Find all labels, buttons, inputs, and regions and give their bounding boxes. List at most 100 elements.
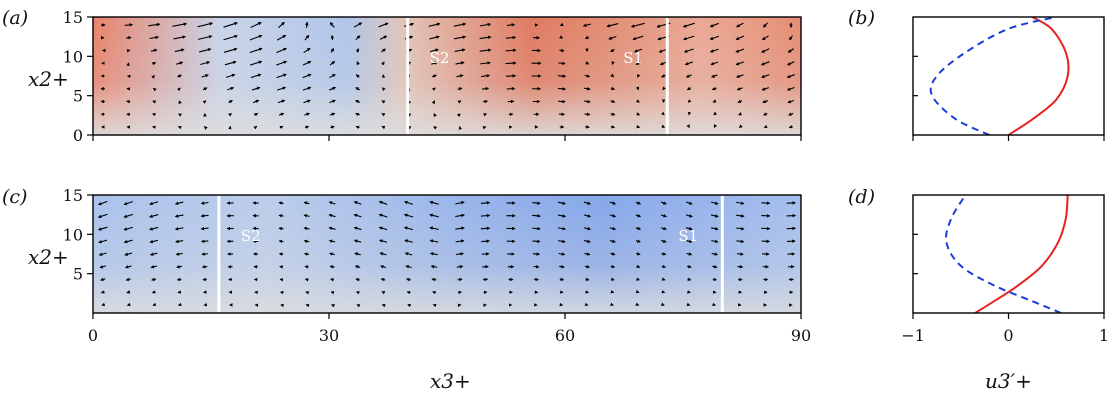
vector-arrow xyxy=(149,214,159,218)
vector-arrow xyxy=(381,61,385,66)
vector-arrow xyxy=(735,35,745,40)
vector-arrow xyxy=(789,35,793,41)
vector-arrow xyxy=(686,252,693,256)
vector-arrow xyxy=(202,100,207,104)
vector-arrow xyxy=(710,201,719,205)
vector-arrow xyxy=(661,74,666,78)
vector-arrow xyxy=(276,73,287,79)
vector-arrow xyxy=(660,111,665,116)
vector-arrow xyxy=(661,124,666,128)
vector-arrow xyxy=(635,226,642,231)
vector-arrow xyxy=(455,61,465,65)
vector-arrow xyxy=(276,34,287,41)
vector-arrow xyxy=(709,35,720,40)
vector-arrow xyxy=(609,201,617,205)
vector-arrow xyxy=(330,47,335,53)
vector-arrow xyxy=(354,100,361,104)
vector-arrow xyxy=(330,291,335,295)
vector-arrow xyxy=(456,264,464,269)
vector-arrow xyxy=(456,252,465,256)
vector-arrow xyxy=(126,49,131,53)
vector-arrow xyxy=(481,239,490,243)
vector-arrow xyxy=(431,61,438,65)
y-tick-label: 0 xyxy=(73,126,83,145)
vector-arrow xyxy=(152,87,157,92)
vector-arrow xyxy=(479,48,492,52)
vector-arrow xyxy=(738,112,743,116)
vectors-a xyxy=(100,21,795,130)
vector-arrow xyxy=(632,35,644,41)
vector-arrow xyxy=(686,239,693,243)
vector-arrow xyxy=(633,48,642,53)
vector-arrow xyxy=(355,125,360,130)
vector-arrow xyxy=(407,303,412,308)
vector-arrow xyxy=(712,277,718,282)
vector-arrow xyxy=(249,47,263,54)
vector-arrow xyxy=(786,74,795,79)
panel-tag-b: (b) xyxy=(848,7,875,29)
ylabel-c-text: x2+ xyxy=(28,245,69,269)
vector-arrow xyxy=(636,252,641,256)
vector-arrow xyxy=(353,201,362,205)
vector-arrow xyxy=(404,252,413,256)
vector-arrow xyxy=(201,74,209,78)
vector-arrow xyxy=(302,86,312,91)
vector-arrow xyxy=(149,226,159,231)
vector-arrow xyxy=(405,265,412,269)
vector-arrow xyxy=(610,252,616,256)
vector-arrow xyxy=(151,74,155,79)
vector-arrow xyxy=(787,99,795,104)
vector-arrow xyxy=(662,86,666,91)
vector-arrow xyxy=(353,226,362,231)
vector-arrow xyxy=(304,125,310,130)
vector-arrow xyxy=(250,73,262,79)
vector-arrow xyxy=(124,265,132,269)
vector-arrow xyxy=(610,290,615,294)
vector-arrow xyxy=(505,48,517,53)
vector-arrow xyxy=(177,74,182,78)
vector-arrow xyxy=(403,213,414,218)
vector-arrow xyxy=(381,125,386,130)
vector-arrow xyxy=(686,124,690,129)
panel-tag-c: (c) xyxy=(2,186,27,208)
profile-x-tick-label: −1 xyxy=(901,326,925,345)
vector-arrow xyxy=(381,291,386,295)
vector-arrow xyxy=(763,22,768,28)
vector-arrow xyxy=(152,62,157,66)
vector-arrow xyxy=(278,214,284,218)
vector-arrow xyxy=(685,201,693,205)
vector-arrow xyxy=(429,200,439,205)
vector-arrow xyxy=(559,35,564,39)
vector-arrow xyxy=(557,87,567,91)
field-a-wall xyxy=(93,17,801,135)
vector-arrow xyxy=(149,201,159,206)
vector-arrow xyxy=(328,226,336,231)
vector-arrow xyxy=(428,22,441,27)
vector-arrow xyxy=(762,99,769,104)
vector-arrow xyxy=(253,112,259,117)
vector-arrow xyxy=(557,74,567,78)
vector-arrow xyxy=(123,226,133,231)
vector-arrow xyxy=(303,226,310,231)
vector-arrow xyxy=(429,226,439,231)
vector-arrow xyxy=(479,35,492,40)
vector-arrow xyxy=(99,265,107,269)
vector-arrow xyxy=(151,290,156,294)
vector-arrow xyxy=(685,226,693,231)
vector-arrow xyxy=(430,252,438,256)
vector-arrow xyxy=(303,99,311,104)
vector-arrow xyxy=(276,47,287,54)
vector-arrow xyxy=(201,264,208,269)
vector-arrow xyxy=(532,214,541,218)
vector-arrow xyxy=(200,214,209,218)
vector-arrow xyxy=(635,201,642,205)
vector-arrow xyxy=(763,124,768,129)
vector-arrow xyxy=(559,264,565,269)
vector-arrow xyxy=(224,60,237,66)
vector-arrow xyxy=(381,100,386,104)
vector-arrow xyxy=(761,74,770,79)
vector-arrow xyxy=(660,226,667,231)
vector-arrow xyxy=(659,61,667,66)
vector-arrow xyxy=(709,22,719,28)
frame-d xyxy=(912,194,1105,314)
